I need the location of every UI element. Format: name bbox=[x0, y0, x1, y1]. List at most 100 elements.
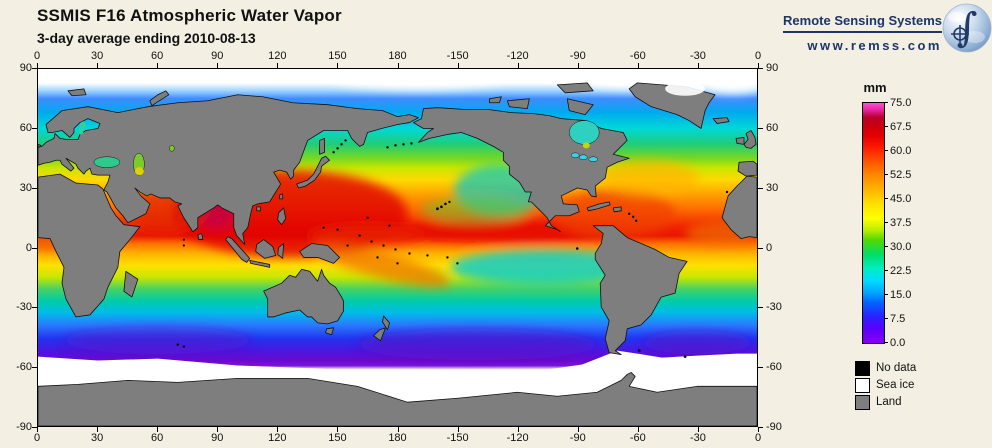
lon-tick-bottom bbox=[157, 427, 159, 432]
legend-label: Sea ice bbox=[876, 379, 915, 391]
lon-tick-top bbox=[37, 63, 38, 68]
lat-tick-left bbox=[32, 427, 37, 428]
island-specks-layer bbox=[176, 139, 729, 358]
globe-icon: ∫ bbox=[942, 3, 992, 53]
lat-tick-right bbox=[758, 307, 763, 309]
sumatra bbox=[225, 236, 251, 263]
colorbar-tick bbox=[884, 294, 888, 295]
colorbar-tick bbox=[884, 198, 888, 199]
colorbar-tick-label: 52.5 bbox=[890, 169, 912, 181]
lon-tick-bottom bbox=[457, 427, 459, 432]
colorbar-tick-label: 30.0 bbox=[890, 241, 912, 253]
colorbar-tick bbox=[884, 150, 888, 151]
britain bbox=[743, 130, 757, 149]
lat-tick-label-right: -90 bbox=[766, 421, 782, 433]
lat-tick-label-left: 60 bbox=[19, 121, 32, 134]
colorbar-tick-label: 45.0 bbox=[890, 193, 912, 205]
lon-tick-top bbox=[758, 63, 759, 68]
world-map-frame bbox=[37, 68, 758, 427]
svalbard bbox=[67, 88, 87, 97]
lat-tick-label-left: -90 bbox=[16, 421, 32, 433]
lat-tick-label-right: 30 bbox=[766, 181, 779, 194]
lon-tick-label-top: 30 bbox=[90, 50, 104, 62]
lat-tick-label-left: 0 bbox=[25, 241, 32, 254]
lon-tick-label-bottom: -120 bbox=[506, 432, 529, 444]
lon-tick-label-top: -150 bbox=[446, 50, 469, 62]
lon-tick-top bbox=[457, 63, 459, 68]
lat-tick-left bbox=[32, 367, 37, 369]
lat-tick-left bbox=[32, 187, 37, 189]
lat-tick-right bbox=[758, 187, 763, 189]
colorbar bbox=[862, 102, 885, 344]
lon-tick-label-top: -30 bbox=[689, 50, 706, 62]
lon-tick-label-top: -90 bbox=[569, 50, 586, 62]
legend-swatch bbox=[855, 378, 870, 393]
lon-tick-bottom bbox=[37, 427, 38, 432]
lon-tick-label-top: -60 bbox=[629, 50, 646, 62]
new-zealand-north bbox=[382, 315, 390, 331]
lon-tick-bottom bbox=[517, 427, 519, 432]
inland-water-layer bbox=[78, 120, 600, 176]
lat-tick-right bbox=[758, 127, 763, 129]
lon-tick-label-top: -120 bbox=[506, 50, 529, 62]
colorbar-tick bbox=[884, 270, 888, 271]
hispaniola bbox=[612, 206, 622, 213]
taiwan bbox=[279, 193, 284, 200]
lon-tick-bottom bbox=[758, 427, 759, 432]
lat-tick-left bbox=[32, 68, 37, 69]
lon-tick-top bbox=[337, 63, 339, 68]
sakhalin bbox=[319, 138, 326, 155]
lon-tick-label-top: 120 bbox=[268, 50, 287, 62]
lon-tick-bottom bbox=[397, 427, 399, 432]
page-subtitle: 3-day average ending 2010-08-13 bbox=[37, 30, 256, 46]
colorbar-tick-label: 22.5 bbox=[890, 265, 912, 277]
colorbar-tick bbox=[884, 222, 888, 223]
madagascar bbox=[123, 270, 139, 298]
eurasia bbox=[38, 94, 419, 245]
lon-tick-label-bottom: 150 bbox=[328, 432, 347, 444]
colorbar-tick bbox=[884, 126, 888, 127]
colorbar-tick bbox=[884, 342, 888, 343]
logo-name: Remote Sensing Systems bbox=[783, 13, 942, 33]
lat-tick-label-left: 30 bbox=[19, 181, 32, 194]
lat-tick-right bbox=[758, 427, 763, 428]
lon-tick-label-top: 0 bbox=[33, 50, 41, 62]
new-zealand-south bbox=[373, 327, 386, 342]
philippines bbox=[277, 207, 287, 226]
arctic-island-baffin bbox=[566, 98, 594, 116]
lon-tick-label-top: 150 bbox=[328, 50, 347, 62]
lon-tick-top bbox=[697, 63, 699, 68]
lat-tick-label-left: -30 bbox=[16, 301, 32, 314]
colorbar-unit-label: mm bbox=[863, 80, 887, 95]
lon-tick-bottom bbox=[637, 427, 639, 432]
lat-tick-label-right: 60 bbox=[766, 121, 779, 134]
colorbar-tick bbox=[884, 318, 888, 319]
lon-tick-top bbox=[397, 63, 399, 68]
lon-tick-label-bottom: 0 bbox=[33, 432, 41, 444]
colorbar-tick-label: 75.0 bbox=[890, 97, 912, 109]
colorbar-tick-label: 37.5 bbox=[890, 217, 912, 229]
legend-swatch bbox=[855, 361, 870, 376]
lat-tick-label-left: 90 bbox=[19, 62, 32, 74]
legend-row: No data bbox=[855, 361, 975, 378]
tasmania bbox=[325, 327, 334, 336]
colorbar-tick bbox=[884, 102, 888, 103]
arctic-island-banks bbox=[488, 96, 502, 104]
colorbar-tick-label: 7.5 bbox=[890, 313, 906, 325]
lat-tick-right bbox=[758, 367, 763, 369]
lon-tick-label-bottom: 180 bbox=[388, 432, 407, 444]
logo-url-link[interactable]: www.remss.com bbox=[807, 38, 942, 53]
new-guinea bbox=[299, 243, 340, 264]
lat-tick-left bbox=[32, 307, 37, 309]
lon-tick-label-bottom: 120 bbox=[268, 432, 287, 444]
lon-tick-top bbox=[217, 63, 219, 68]
lat-tick-label-right: 0 bbox=[766, 241, 773, 254]
legend-swatch bbox=[855, 395, 870, 410]
lon-tick-label-bottom: 90 bbox=[211, 432, 224, 444]
sri-lanka bbox=[197, 233, 204, 240]
south-america bbox=[592, 225, 688, 355]
novaya-zemlya bbox=[149, 90, 170, 107]
lon-tick-bottom bbox=[217, 427, 219, 432]
lon-tick-label-top: 90 bbox=[211, 50, 224, 62]
lon-tick-label-bottom: 30 bbox=[90, 432, 104, 444]
